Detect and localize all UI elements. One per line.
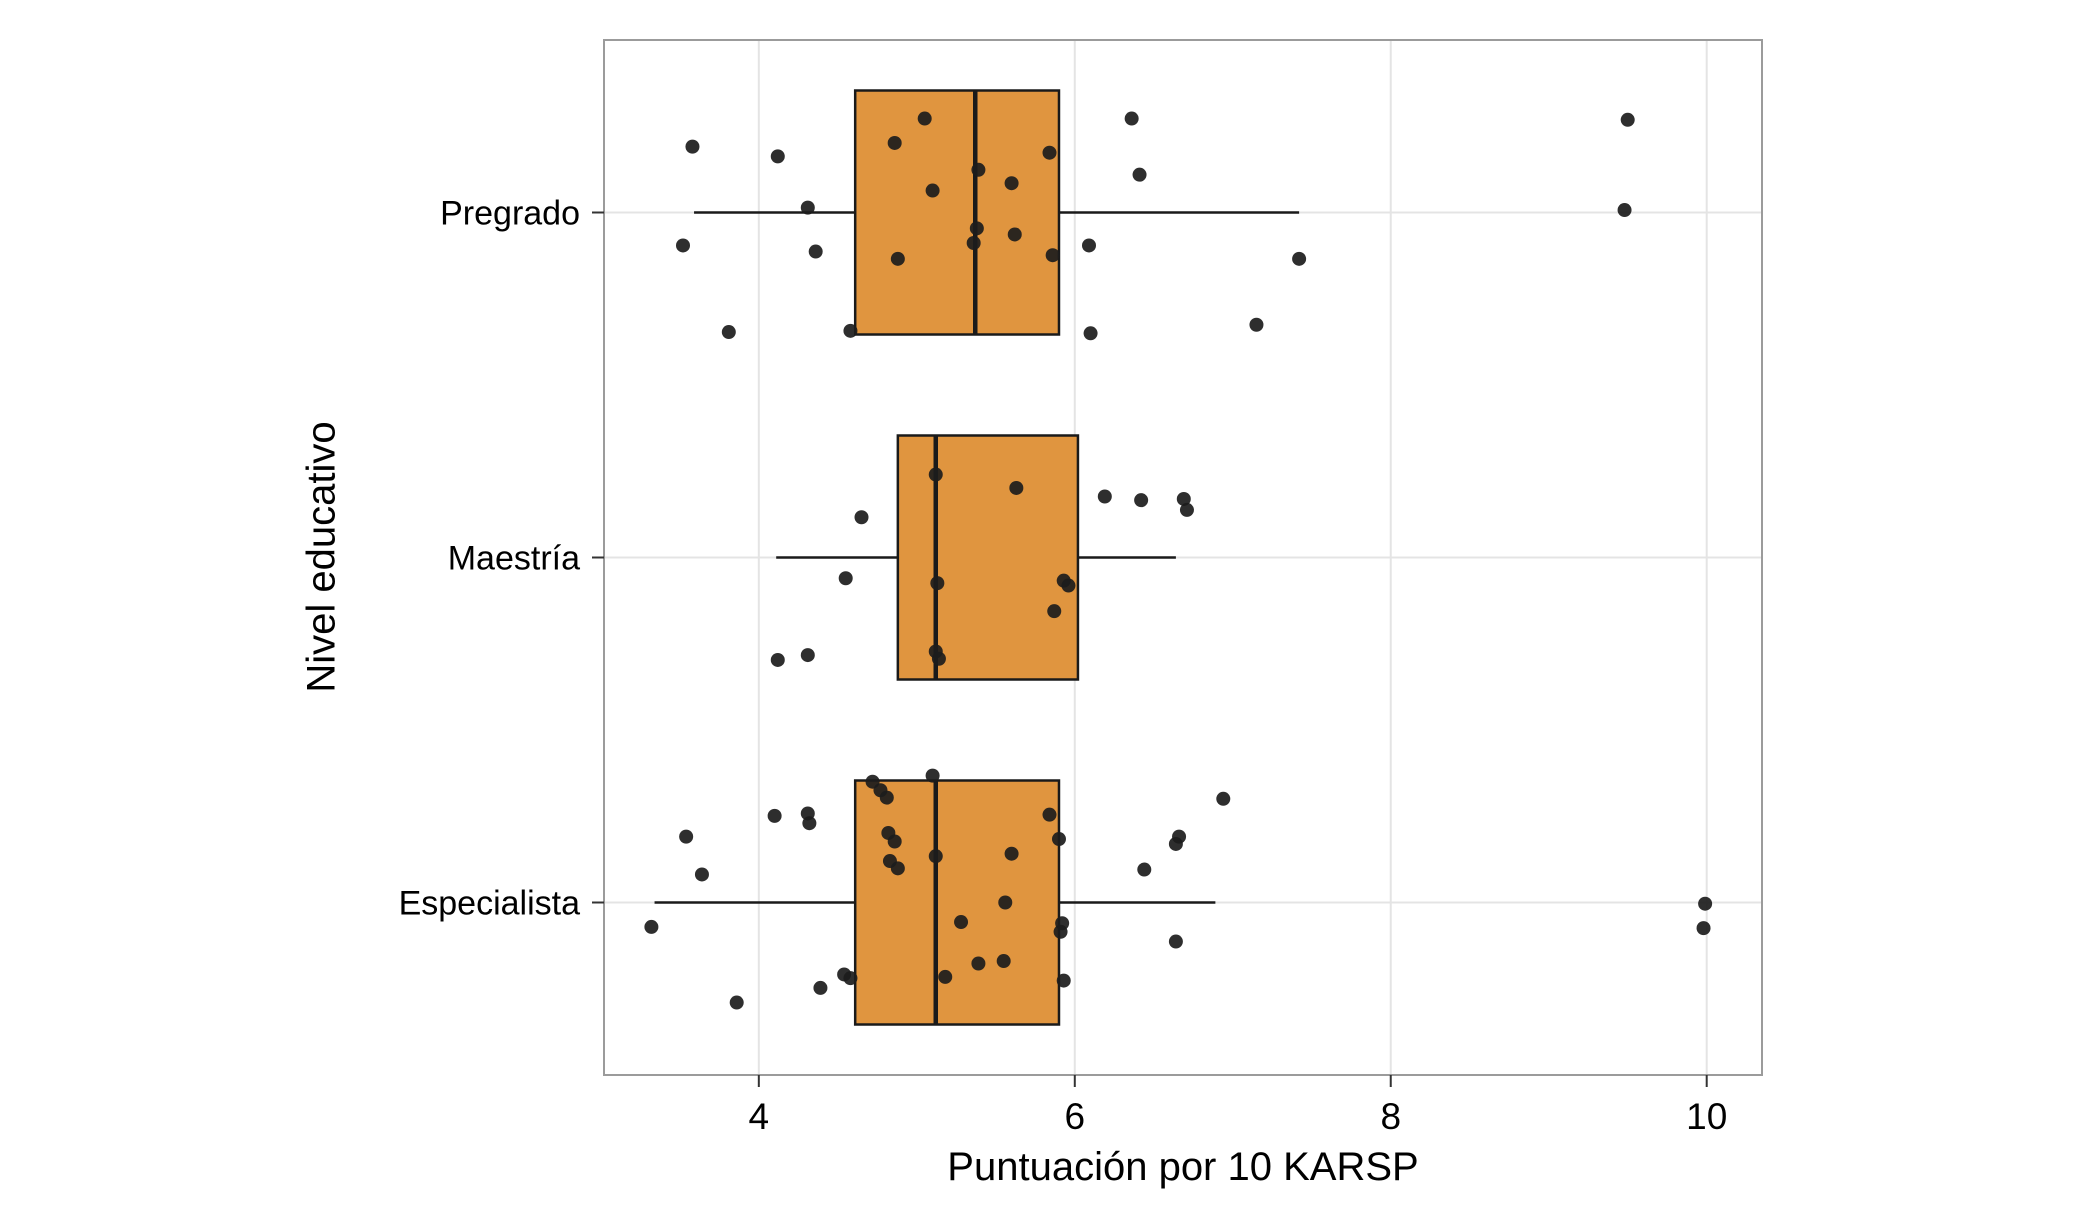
data-point	[1617, 203, 1632, 218]
data-point	[813, 980, 828, 995]
data-point	[1216, 791, 1231, 806]
data-point	[694, 867, 709, 882]
data-point	[1134, 493, 1149, 508]
data-point	[1042, 145, 1057, 160]
data-point	[998, 895, 1013, 910]
x-tick-label: 8	[1380, 1096, 1401, 1137]
y-tick-label: Maestría	[448, 540, 580, 578]
data-point	[1249, 317, 1264, 332]
data-point	[685, 139, 700, 154]
y-axis-title: Nivel educativo	[299, 421, 344, 693]
data-point	[679, 829, 694, 844]
data-point	[928, 467, 943, 482]
data-point	[931, 651, 946, 666]
data-point	[1696, 921, 1711, 936]
box	[896, 434, 1080, 681]
data-point	[1082, 238, 1097, 253]
data-point	[996, 954, 1011, 969]
data-point	[971, 162, 986, 177]
x-tick-label: 6	[1064, 1096, 1085, 1137]
data-point	[887, 135, 902, 150]
data-point	[969, 221, 984, 236]
data-point	[1007, 227, 1022, 242]
x-tick-label: 4	[749, 1096, 770, 1137]
data-point	[879, 790, 894, 805]
data-point	[954, 915, 969, 930]
x-tick-label: 10	[1686, 1096, 1727, 1137]
data-point	[721, 325, 736, 340]
data-point	[925, 183, 940, 198]
data-point	[770, 149, 785, 164]
data-point	[890, 251, 905, 266]
data-point	[1051, 832, 1066, 847]
data-point	[729, 995, 744, 1010]
data-point	[971, 956, 986, 971]
data-point	[1698, 896, 1713, 911]
data-point	[675, 238, 690, 253]
data-point	[1172, 829, 1187, 844]
data-point	[1176, 491, 1191, 506]
data-point	[938, 969, 953, 984]
data-point	[802, 816, 817, 831]
data-point	[808, 244, 823, 259]
data-point	[1097, 489, 1112, 504]
data-point	[838, 571, 853, 586]
data-point	[1620, 112, 1635, 127]
box	[853, 89, 1061, 336]
data-point	[843, 971, 858, 986]
data-point	[1168, 934, 1183, 949]
data-point	[890, 861, 905, 876]
data-point	[1004, 176, 1019, 191]
data-point	[1292, 251, 1307, 266]
data-point	[1124, 111, 1139, 126]
data-point	[928, 849, 943, 864]
box	[853, 779, 1061, 1026]
data-point	[1061, 578, 1076, 593]
data-point	[1047, 604, 1062, 619]
data-point	[1009, 480, 1024, 495]
data-point	[930, 576, 945, 591]
data-point	[925, 768, 940, 783]
data-point	[966, 236, 981, 250]
data-point	[800, 648, 815, 663]
data-point	[770, 652, 785, 667]
data-point	[1045, 248, 1060, 263]
data-point	[767, 808, 782, 823]
data-point	[1132, 167, 1147, 182]
y-tick-label: Especialista	[399, 885, 581, 923]
data-point	[800, 200, 815, 215]
data-point	[917, 111, 932, 126]
data-point	[843, 323, 858, 338]
data-point	[644, 919, 659, 934]
data-point	[1137, 862, 1152, 877]
data-point	[1056, 973, 1071, 988]
data-point	[1042, 807, 1057, 822]
y-tick-label: Pregrado	[440, 195, 580, 233]
data-point	[1083, 326, 1098, 341]
data-point	[1004, 846, 1019, 861]
data-point	[854, 510, 869, 525]
data-point	[1053, 924, 1068, 939]
data-point	[887, 834, 902, 849]
x-axis-title: Puntuación por 10 KARSP	[947, 1145, 1419, 1189]
data-point	[1179, 502, 1194, 517]
